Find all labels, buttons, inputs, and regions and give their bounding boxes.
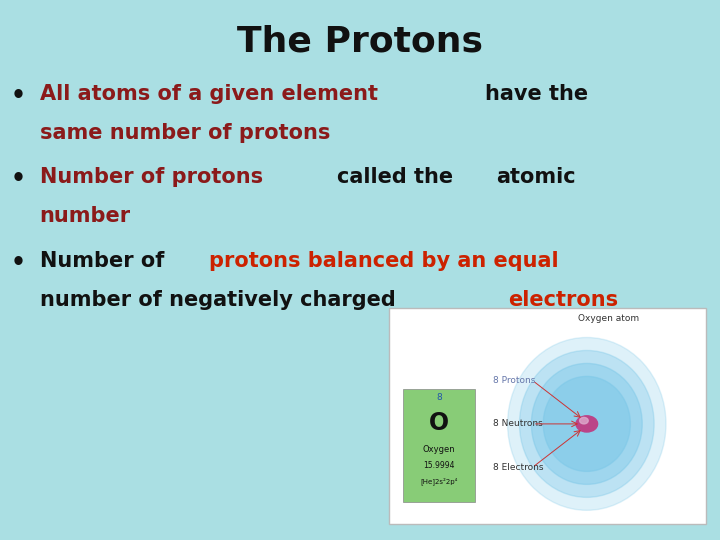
Text: 15.9994: 15.9994 (423, 461, 455, 470)
Circle shape (580, 417, 588, 424)
Ellipse shape (508, 338, 666, 510)
Text: •: • (11, 167, 25, 191)
Text: •: • (11, 84, 25, 107)
Text: have the: have the (485, 84, 588, 104)
Circle shape (576, 416, 598, 432)
Text: 8: 8 (436, 393, 442, 402)
Text: same number of protons: same number of protons (40, 123, 330, 143)
Text: 8 Electrons: 8 Electrons (493, 463, 544, 471)
Text: number: number (40, 206, 131, 226)
Text: O: O (429, 411, 449, 435)
Text: [He]2s²2p⁴: [He]2s²2p⁴ (420, 477, 458, 485)
Text: All atoms of a given element: All atoms of a given element (40, 84, 385, 104)
Text: Number of: Number of (40, 251, 171, 271)
Ellipse shape (531, 363, 642, 484)
Text: 8 Neutrons: 8 Neutrons (493, 420, 543, 428)
Text: Oxygen atom: Oxygen atom (578, 314, 639, 323)
FancyBboxPatch shape (389, 308, 706, 524)
Text: Oxygen: Oxygen (423, 446, 456, 455)
FancyBboxPatch shape (403, 389, 475, 502)
Ellipse shape (544, 376, 631, 471)
Text: atomic: atomic (496, 167, 576, 187)
Text: electrons: electrons (508, 290, 618, 310)
Text: Number of protons: Number of protons (40, 167, 270, 187)
Ellipse shape (520, 350, 654, 497)
Text: The Protons: The Protons (237, 24, 483, 58)
Text: 8 Protons: 8 Protons (493, 376, 536, 385)
Text: •: • (11, 251, 25, 275)
Text: protons balanced by an equal: protons balanced by an equal (210, 251, 559, 271)
Text: called the: called the (337, 167, 460, 187)
Text: number of negatively charged: number of negatively charged (40, 290, 402, 310)
